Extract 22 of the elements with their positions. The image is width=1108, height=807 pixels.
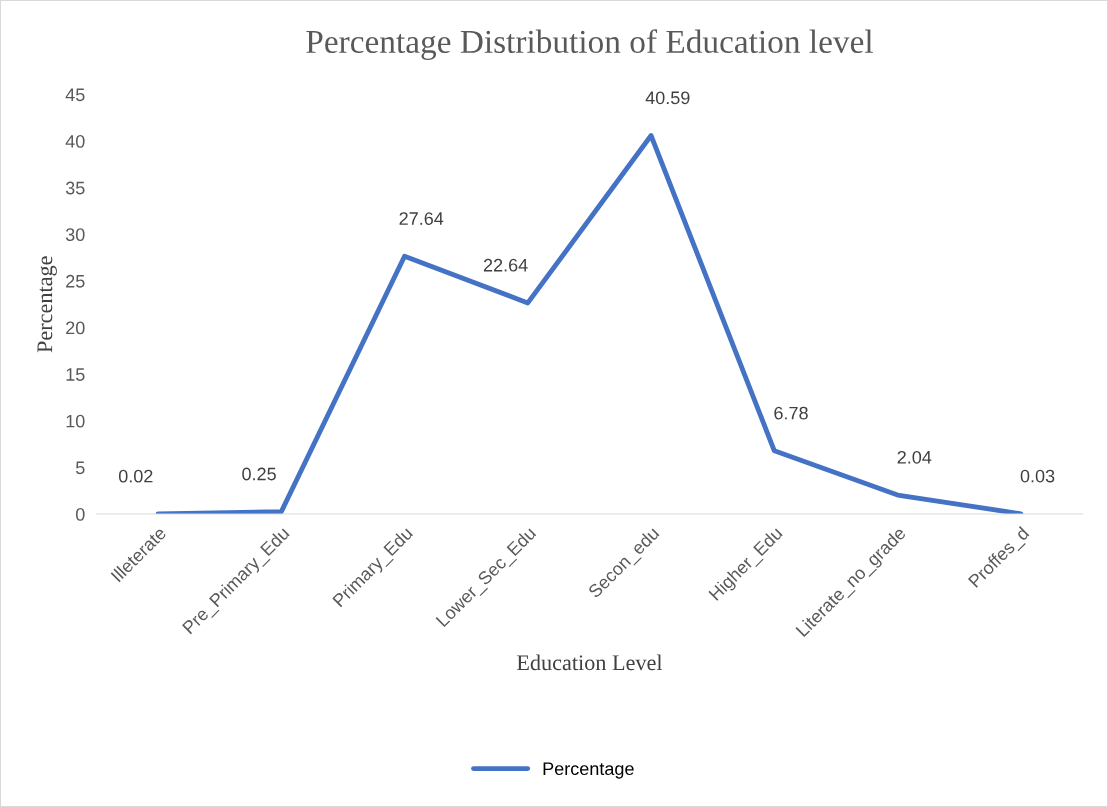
data-label: 0.03 bbox=[1020, 469, 1055, 483]
y-axis-title: Percentage bbox=[37, 256, 57, 353]
legend-label: Percentage bbox=[543, 762, 634, 779]
y-tick-label: 30 bbox=[65, 228, 85, 242]
data-label: 0.02 bbox=[118, 469, 153, 483]
x-axis-title: Education Level bbox=[516, 654, 663, 671]
y-tick-label: 25 bbox=[66, 274, 85, 288]
y-tick-label: 45 bbox=[65, 88, 85, 102]
y-tick-label: 40 bbox=[65, 134, 85, 148]
data-label: 0.25 bbox=[242, 467, 276, 481]
data-label: 6.78 bbox=[774, 406, 808, 420]
y-tick-label: 35 bbox=[65, 181, 85, 195]
y-tick-label: 10 bbox=[66, 414, 85, 428]
y-tick-label: 20 bbox=[66, 321, 85, 335]
y-tick-label: 5 bbox=[75, 461, 85, 475]
data-label: 2.04 bbox=[897, 450, 932, 464]
data-label: 27.64 bbox=[399, 212, 444, 225]
y-tick-label: 0 bbox=[75, 507, 85, 521]
y-tick-label: 15 bbox=[66, 368, 85, 381]
chart-title: Percentage Distribution of Education level bbox=[306, 29, 873, 60]
data-label: 40.59 bbox=[645, 91, 690, 105]
data-label: 22.64 bbox=[483, 258, 528, 272]
